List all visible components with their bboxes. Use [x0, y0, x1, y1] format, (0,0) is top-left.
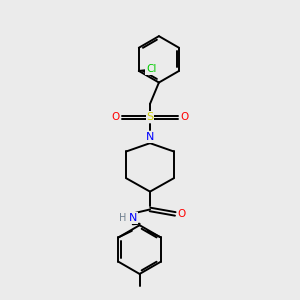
- Text: S: S: [146, 112, 154, 122]
- Text: N: N: [146, 132, 154, 142]
- Text: O: O: [111, 112, 119, 122]
- Text: Cl: Cl: [146, 64, 157, 74]
- Text: N: N: [129, 213, 137, 223]
- Text: O: O: [178, 209, 186, 219]
- Text: H: H: [119, 213, 126, 223]
- Text: O: O: [181, 112, 189, 122]
